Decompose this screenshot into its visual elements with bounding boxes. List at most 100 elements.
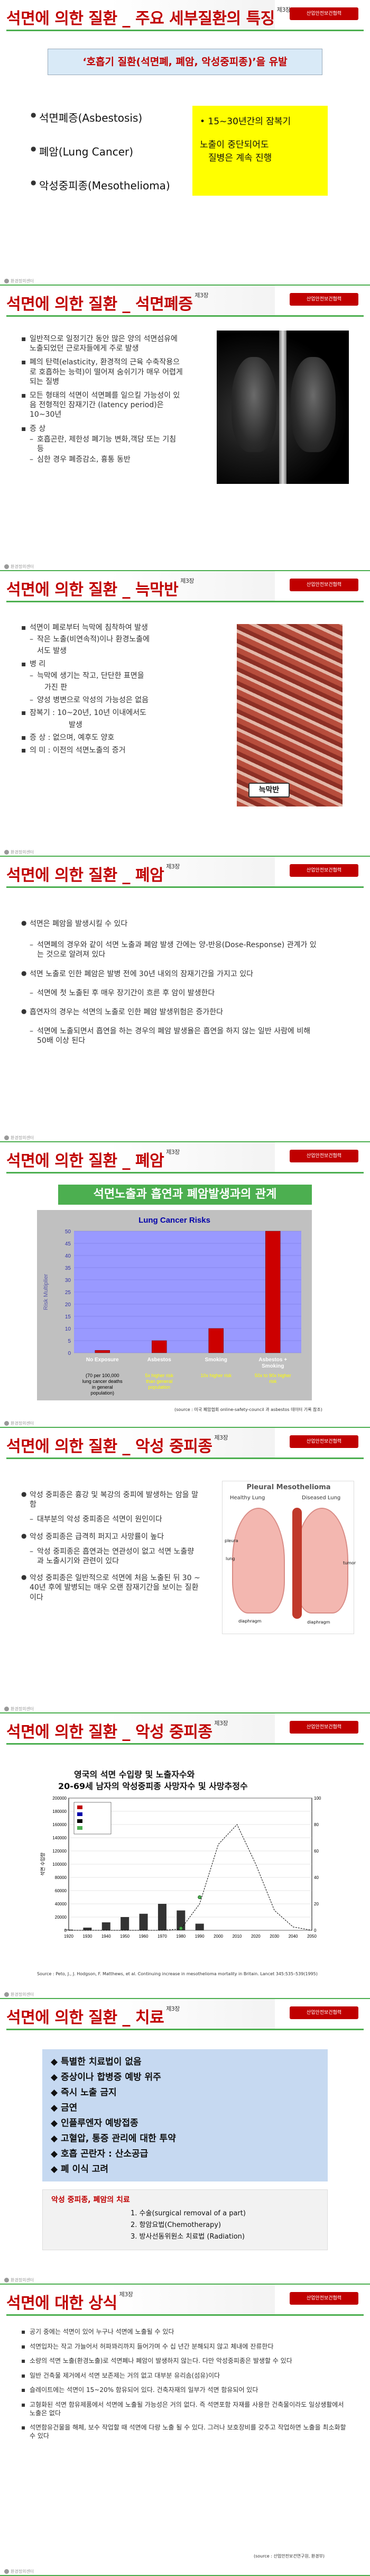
mesothelioma-trend-chart: 0200004000060000800001000001200001400001… <box>40 1796 321 1939</box>
bar <box>152 1340 167 1353</box>
projected-line <box>69 1824 312 1931</box>
chart-source: (source : 미국 폐암협회 online-safety-council … <box>174 1407 322 1412</box>
footer-logo: 환경정의센터 <box>4 2569 34 2574</box>
x-tick-label: 2000 <box>214 1934 223 1939</box>
title-rule <box>6 601 364 602</box>
callout-line: 노출이 중단되어도 <box>200 139 269 150</box>
footer-rule <box>0 570 370 571</box>
footer-rule <box>0 1998 370 1999</box>
bar-sublabel: risk <box>269 1379 276 1384</box>
footer-logo: 환경정의센터 <box>4 278 34 284</box>
x-tick-label: 1950 <box>120 1934 130 1939</box>
diseased-lung-label: Diseased Lung <box>302 1495 341 1501</box>
title-rule <box>6 30 364 31</box>
header-badge: 산업안전보건협력 <box>290 1435 358 1448</box>
footer-logo: 환경정의센터 <box>4 1706 34 1712</box>
slide-8: 석면에 의한 질환 _ 치료 제3장 산업안전보건협력 ◆ 특별한 치료법이 없음… <box>0 1999 370 2285</box>
x-tick-label: 2020 <box>251 1934 261 1939</box>
slide-7: 석면에 의한 질환 _ 악성 중피종 제3장 산업안전보건협력 영국의 석면 수입… <box>0 1713 370 1999</box>
bar <box>121 1917 130 1930</box>
list-item: 2. 항암요법(Chemotherapy) <box>131 2221 221 2229</box>
x-tick-label: 2010 <box>233 1934 242 1939</box>
list-item: 심한 경우 폐증감소, 흉통 동반 <box>21 455 185 464</box>
x-tick-label: 1970 <box>158 1934 167 1939</box>
x-tick-label: Smoking <box>205 1357 227 1363</box>
y-tick-label: 120000 <box>52 1849 67 1854</box>
y-tick-label: 140000 <box>52 1836 67 1840</box>
title-rule <box>6 2314 364 2316</box>
header-badge: 산업안전보건협력 <box>290 7 358 20</box>
header-badge: 산업안전보건협력 <box>290 2006 358 2019</box>
list-item: ◆ 금연 <box>51 2103 78 2113</box>
y-tick-label: 35 <box>65 1266 71 1271</box>
title-bar <box>0 0 370 31</box>
list-item: 석면함유건물을 해체, 보수 작업할 때 석면에 다량 노출 될 수 있다. 그… <box>21 2424 349 2440</box>
list-item: 소량의 석면 노출(환경노출)로 석면폐나 폐암이 발생하지 않는다. 다만 악… <box>21 2357 349 2366</box>
footer-rule <box>0 1427 370 1428</box>
title-bar <box>0 2285 370 2315</box>
slide-title: 석면에 의한 질환 _ 폐암 제3장 <box>6 1149 180 1170</box>
legend-swatch <box>77 1805 82 1809</box>
title-rule <box>6 2029 364 2030</box>
x-tick-label: 1940 <box>101 1934 111 1939</box>
slide-title: 석면에 대한 상식 제3장 <box>6 2291 133 2313</box>
list-item: 일반적으로 일정기간 동안 많은 양의 석면섬유에 노출되었던 근로자들에게 주… <box>21 334 185 353</box>
title-rule <box>6 1457 364 1459</box>
list-item: ◆ 증상이나 합병증 예방 위주 <box>51 2072 161 2083</box>
tumor-label: tumor <box>343 1561 356 1565</box>
diagram-title: Pleural Mesothelioma <box>246 1483 331 1491</box>
y-tick-label: 20 <box>65 1302 71 1308</box>
footer-rule <box>0 1712 370 1713</box>
lung-cancer-bullets: 석면은 폐암을 발생시킬 수 있다 석면폐의 경우와 같이 석면 노출과 폐암 … <box>21 919 317 1046</box>
list-item: 슬레이트에는 석면이 15~20% 함유되어 있다. 건축자재의 일부가 석면 … <box>21 2386 349 2395</box>
y-tick-label: 40 <box>65 1253 71 1259</box>
diaphragm-label: diaphragm <box>238 1619 262 1624</box>
bar <box>83 1928 92 1930</box>
title-bar <box>0 1428 370 1459</box>
title-rule <box>6 886 364 888</box>
chest-xray-image <box>217 331 349 484</box>
list-item: ◆ 폐 이식 고려 <box>51 2164 109 2175</box>
bar <box>101 1922 110 1930</box>
title-rule <box>6 1172 364 1174</box>
list-item: ◆ 호흡 곤란자 : 산소공급 <box>51 2149 149 2159</box>
bar <box>208 1328 224 1353</box>
list-item: 석면 노출로 인한 폐암은 발병 전에 30년 내외의 잠재기간을 가지고 있다 <box>21 969 317 979</box>
y-tick-label-right: 100 <box>314 1796 321 1801</box>
list-item: 증 상 : 없으며, 예후도 양호 <box>21 733 206 742</box>
slide-title: 석면에 의한 질환 _ 폐암 제3장 <box>6 863 180 885</box>
footer-logo: 환경정의센터 <box>4 1992 34 1997</box>
footer-rule <box>0 2575 370 2576</box>
bar <box>265 1231 281 1353</box>
list-item: 공기 중에는 석면이 있어 누구나 석면에 노출될 수 있다 <box>21 2328 349 2336</box>
list-item: 늑막에 생기는 작고, 단단한 표면을 <box>21 671 206 681</box>
title-rule <box>6 1743 364 1745</box>
list-item: 고형화된 석면 함유제품에서 석면에 노출될 가능성은 거의 없다. 즉 석면포… <box>21 2401 349 2417</box>
x-tick-label: Asbestos + <box>258 1357 287 1363</box>
title-bar <box>0 1999 370 2030</box>
footer-rule <box>0 2284 370 2285</box>
slide-source: (source : 산업안전보건연구원, 환경부) <box>254 2554 325 2559</box>
bar <box>177 1910 186 1930</box>
list-item: 잠복기 : 10~20년, 10년 이내에서도 <box>21 708 206 718</box>
footer-rule <box>0 1141 370 1142</box>
list-item: 양성 병변으로 악성의 가능성은 없음 <box>21 695 206 705</box>
mesothelioma-diagram: Pleural Mesothelioma Healthy Lung Diseas… <box>222 1481 356 1634</box>
y-tick-label: 25 <box>65 1290 71 1296</box>
bar-sublabel: population <box>148 1385 170 1390</box>
slide-title: 석면에 의한 질환 _ 주요 세부질환의 특징 제3장 <box>6 6 291 28</box>
x-tick-label: 1920 <box>64 1934 73 1939</box>
y-tick-label-right: 80 <box>314 1822 319 1827</box>
image-label: 늑막반 <box>248 783 290 797</box>
footer-logo: 환경정의센터 <box>4 1420 34 1426</box>
title-bar <box>0 857 370 887</box>
header-badge: 산업안전보건협력 <box>290 293 358 306</box>
header-badge: 산업안전보건협력 <box>290 2292 358 2305</box>
list-item: 의 미 : 이전의 석면노출의 증거 <box>21 746 206 755</box>
bar-sublabel: 10x higher risk <box>200 1373 232 1378</box>
legend-swatch <box>77 1812 82 1816</box>
y-tick-label: 80000 <box>55 1875 67 1880</box>
list-item: 병 리 <box>21 659 206 669</box>
